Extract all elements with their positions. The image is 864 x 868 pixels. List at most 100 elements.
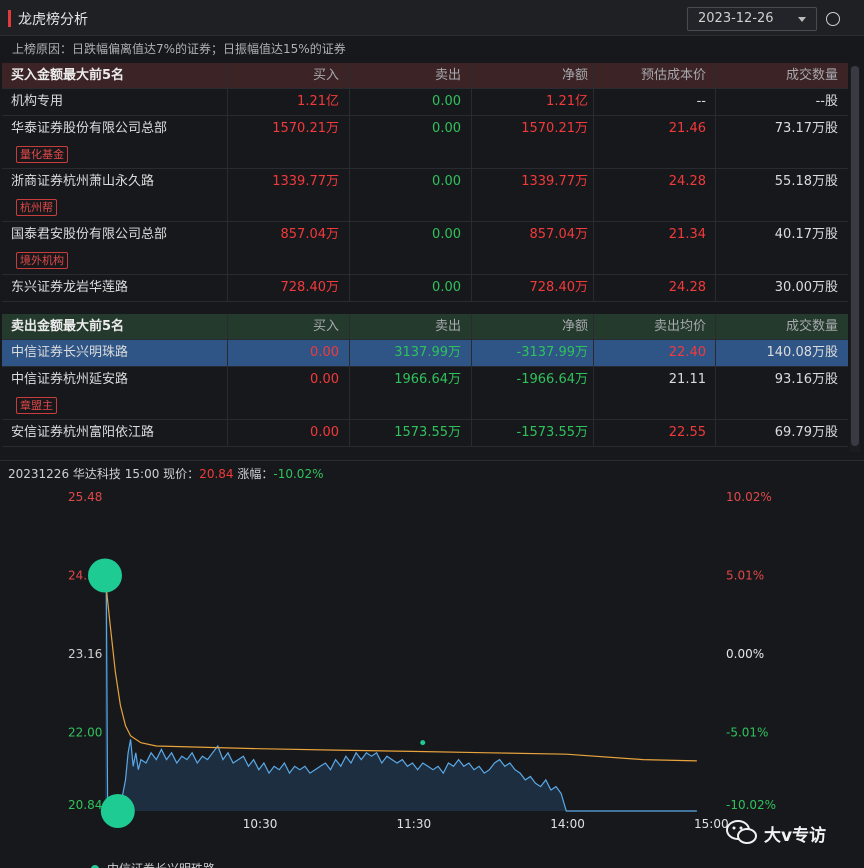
buy-amount: 857.04万 <box>228 222 350 275</box>
price-cell: -- <box>594 89 716 116</box>
current-price: 20.84 <box>199 467 234 481</box>
broker-name[interactable]: 安信证券杭州富阳依江路 <box>2 420 228 447</box>
panel-title: 龙虎榜分析 <box>18 12 88 28</box>
buy-amount: 1339.77万 <box>228 169 350 222</box>
watermark: 大v专访 <box>724 815 854 851</box>
buy-amount: 0.00 <box>228 420 350 447</box>
sell-amount: 0.00 <box>350 222 472 275</box>
price-cell: 24.28 <box>594 275 716 302</box>
broker-tag[interactable]: 章盟主 <box>16 397 57 414</box>
table-row[interactable]: 浙商证券杭州萧山永久路 1339.77万 0.00 1339.77万 24.28 55.1… <box>2 169 848 222</box>
y-tick-label-left: 20.84 <box>68 798 102 812</box>
price-cell: 22.55 <box>594 420 716 447</box>
legend-label: 中信证券长兴明珠路 <box>107 861 215 868</box>
sell-table-title: 卖出金额最大前5名 <box>2 314 228 340</box>
net-amount: 1.21亿 <box>472 89 594 116</box>
broker-name[interactable]: 机构专用 <box>2 89 228 116</box>
chart-info-bar: 20231226 华达科技 15:00 现价：20.84 涨幅：-10.02% <box>8 465 323 482</box>
sell-amount: 1573.55万 <box>350 420 472 447</box>
table-row[interactable]: 中信证券杭州延安路 0.00 1966.64万 -1966.64万 21.11 93.16… <box>2 367 848 420</box>
column-header[interactable]: 净额 <box>472 63 594 89</box>
table-row[interactable]: 东兴证券龙岩华莲路 728.40万 0.00 728.40万 24.28 30.00万股 <box>2 275 848 302</box>
x-tick-label: 15:00 <box>694 817 729 831</box>
sell-amount: 1966.64万 <box>350 367 472 420</box>
buy-amount: 1.21亿 <box>228 89 350 116</box>
column-header[interactable]: 成交数量 <box>785 68 838 83</box>
buy-table-title: 买入金额最大前5名 <box>2 63 228 89</box>
trade-marker <box>100 794 135 828</box>
broker-name[interactable]: 华泰证券股份有限公司总部 <box>2 116 228 169</box>
column-header[interactable]: 卖出 <box>350 314 472 340</box>
volume-cell: 73.17万股 <box>774 121 838 136</box>
y-tick-label-right: 5.01% <box>726 569 764 583</box>
broker-name[interactable]: 中信证券长兴明珠路 <box>2 340 228 367</box>
broker-name[interactable]: 中信证券杭州延安路 <box>2 367 228 420</box>
broker-name[interactable]: 国泰君安股份有限公司总部 <box>2 222 228 275</box>
trade-point <box>420 740 426 746</box>
column-header[interactable]: 卖出均价 <box>594 314 716 340</box>
panel-header: 龙虎榜分析 2023-12-26 ⓘ <box>0 0 864 36</box>
buy-amount: 0.00 <box>228 367 350 420</box>
broker-tag[interactable]: 境外机构 <box>16 252 68 269</box>
date-value: 2023-12-26 <box>698 11 774 26</box>
sell-amount: 0.00 <box>350 116 472 169</box>
net-amount: 728.40万 <box>472 275 594 302</box>
broker-tag[interactable]: 杭州帮 <box>16 199 57 216</box>
chart-panel: 20231226 华达科技 15:00 现价：20.84 涨幅：-10.02% … <box>0 460 864 868</box>
scrollbar-thumb[interactable] <box>851 66 859 446</box>
buy-amount: 0.00 <box>228 340 350 367</box>
sell-amount: 3137.99万 <box>350 340 472 367</box>
table-row[interactable]: 安信证券杭州富阳依江路 0.00 1573.55万 -1573.55万 22.55 69.… <box>2 420 848 447</box>
price-cell: 24.28 <box>594 169 716 222</box>
broker-name[interactable]: 浙商证券杭州萧山永久路 <box>2 169 228 222</box>
volume-cell: --股 <box>815 94 838 109</box>
price-cell: 21.46 <box>594 116 716 169</box>
broker-name[interactable]: 东兴证券龙岩华莲路 <box>2 275 228 302</box>
x-tick-label: 11:30 <box>397 817 432 831</box>
net-amount: -3137.99万 <box>472 340 594 367</box>
chart-stock-name: 华达科技 <box>72 467 121 481</box>
column-header[interactable]: 买入 <box>228 63 350 89</box>
column-header[interactable]: 净额 <box>472 314 594 340</box>
y-tick-label-right: 10.02% <box>726 490 772 504</box>
price-label: 现价： <box>163 467 200 481</box>
volume-cell: 69.79万股 <box>774 425 838 440</box>
volume-cell: 40.17万股 <box>774 227 838 242</box>
sell-amount: 0.00 <box>350 89 472 116</box>
title-accent-bar <box>8 10 11 27</box>
y-tick-label-left: 23.16 <box>68 647 102 661</box>
price-change: -10.02% <box>273 467 324 481</box>
chevron-down-icon <box>798 17 806 22</box>
column-header[interactable]: 成交数量 <box>785 319 838 334</box>
column-header[interactable]: 买入 <box>228 314 350 340</box>
table-row[interactable]: 机构专用 1.21亿 0.00 1.21亿 -- --股 <box>2 89 848 116</box>
listing-reason: 上榜原因：日跌幅偏离值达7%的证券；日振幅值达15%的证券 <box>12 42 346 56</box>
table-row[interactable]: 国泰君安股份有限公司总部 857.04万 0.00 857.04万 21.34 40.17… <box>2 222 848 275</box>
intraday-chart[interactable]: 25.4824.3223.1622.0020.8410.02%5.01%0.00… <box>0 461 864 868</box>
net-amount: 1570.21万 <box>472 116 594 169</box>
y-tick-label-right: -10.02% <box>726 798 776 812</box>
net-amount: 857.04万 <box>472 222 594 275</box>
table-row[interactable]: 中信证券长兴明珠路 0.00 3137.99万 -3137.99万 22.40 140.0… <box>2 340 848 367</box>
y-tick-label-left: 22.00 <box>68 726 102 740</box>
buy-amount: 1570.21万 <box>228 116 350 169</box>
y-tick-label-right: -5.01% <box>726 726 768 740</box>
sell-table-header: 卖出金额最大前5名 买入 卖出 净额 卖出均价 成交数量 <box>2 314 848 340</box>
price-area <box>105 576 697 811</box>
column-header[interactable]: 卖出 <box>350 63 472 89</box>
broker-tag[interactable]: 量化基金 <box>16 146 68 163</box>
change-label: 涨幅： <box>237 467 274 481</box>
buy-table-header: 买入金额最大前5名 买入 卖出 净额 预估成本价 成交数量 <box>2 63 848 89</box>
sell-amount: 0.00 <box>350 169 472 222</box>
chart-time: 15:00 <box>124 467 160 481</box>
chart-date: 20231226 <box>8 467 70 481</box>
wechat-icon <box>726 820 757 844</box>
table-row[interactable]: 华泰证券股份有限公司总部 1570.21万 0.00 1570.21万 21.46 73.… <box>2 116 848 169</box>
volume-cell: 140.08万股 <box>766 345 839 360</box>
price-cell: 22.40 <box>594 340 716 367</box>
date-select[interactable]: 2023-12-26 <box>687 7 817 31</box>
volume-cell: 30.00万股 <box>774 280 838 295</box>
column-header[interactable]: 预估成本价 <box>594 63 716 89</box>
y-tick-label-right: 0.00% <box>726 647 764 661</box>
info-icon[interactable]: ⓘ <box>826 12 840 26</box>
